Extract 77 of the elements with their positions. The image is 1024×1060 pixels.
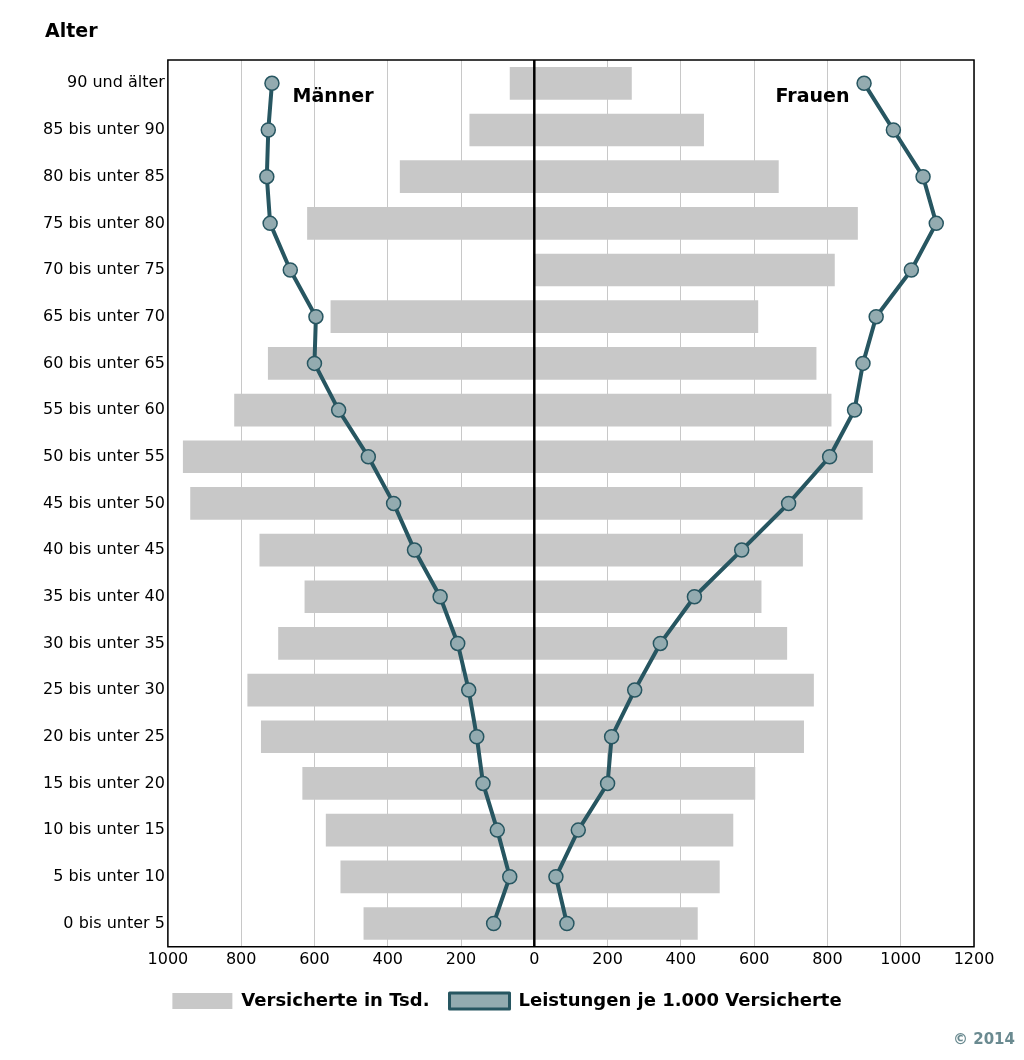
y-tick-label: 75 bis unter 80 <box>43 212 165 232</box>
y-tick-label: 45 bis unter 50 <box>43 492 165 512</box>
y-tick-label: 65 bis unter 70 <box>43 305 165 325</box>
point <box>599 775 616 792</box>
y-tick-label: 25 bis unter 30 <box>43 679 165 699</box>
point <box>559 915 575 932</box>
point <box>855 355 871 372</box>
point <box>259 168 275 185</box>
legend-label: Leistungen je 1.000 Versicherte <box>518 988 842 1010</box>
point <box>686 589 703 605</box>
text: © 2014 <box>953 1029 1015 1048</box>
y-tick-label: 35 bis unter 40 <box>43 585 165 605</box>
y-tick-label: 80 bis unter 85 <box>43 165 165 185</box>
x-tick-label: 1000 <box>147 948 189 968</box>
point <box>626 682 643 698</box>
y-tick-label: 85 bis unter 90 <box>43 119 165 139</box>
y-tick-label: 15 bis unter 20 <box>43 772 165 792</box>
bar <box>469 113 534 147</box>
point <box>603 729 620 745</box>
y-axis-title: Alter <box>45 18 99 41</box>
point <box>652 635 669 652</box>
y-tick-label: 50 bis unter 55 <box>43 445 165 465</box>
x-tick-label: 0 <box>529 948 540 968</box>
point <box>460 682 477 698</box>
y-tick-label: 30 bis unter 35 <box>43 632 165 652</box>
point <box>868 308 884 325</box>
y-tick-label: 70 bis unter 75 <box>43 259 165 279</box>
point <box>262 215 278 232</box>
legend-label: Versicherte in Tsd. <box>241 988 430 1010</box>
point <box>903 262 920 278</box>
point <box>915 168 931 185</box>
point <box>733 542 750 558</box>
x-tick-label: 200 <box>445 948 477 968</box>
point <box>856 75 872 92</box>
point <box>885 122 902 138</box>
point <box>360 448 377 465</box>
point <box>282 262 299 278</box>
point <box>489 822 506 838</box>
y-tick-label: 40 bis unter 45 <box>43 539 165 559</box>
point <box>449 635 466 652</box>
point <box>406 542 423 558</box>
point <box>485 915 502 932</box>
bar <box>509 67 534 100</box>
point <box>502 869 518 885</box>
y-tick-label: 90 und älter <box>66 72 166 92</box>
x-tick-label: 600 <box>299 948 330 968</box>
x-tick-label: 400 <box>665 948 697 968</box>
x-tick-label: 1000 <box>880 948 922 968</box>
y-tick-label: 10 bis unter 15 <box>43 819 165 839</box>
point <box>846 402 863 418</box>
y-tick-label: 60 bis unter 65 <box>43 352 165 372</box>
annotation: Frauen <box>775 83 850 106</box>
x-tick-label: 400 <box>372 948 404 968</box>
y-tick-label: 5 bis unter 10 <box>53 865 165 885</box>
point <box>264 75 280 92</box>
point <box>469 729 485 745</box>
x-tick-label: 800 <box>812 948 843 968</box>
point <box>475 775 491 792</box>
point <box>780 495 797 512</box>
point <box>260 122 277 138</box>
y-tick-label: 20 bis unter 25 <box>43 725 165 745</box>
point <box>432 589 448 605</box>
x-tick-label: 600 <box>738 948 770 968</box>
point <box>928 215 945 232</box>
point <box>308 308 324 325</box>
annotation: Männer <box>292 83 375 106</box>
point <box>306 355 323 372</box>
x-tick-label: 200 <box>592 948 623 968</box>
point <box>330 402 347 418</box>
x-tick-label: 800 <box>225 948 257 968</box>
x-tick-label: 1200 <box>953 948 995 968</box>
point <box>570 822 587 838</box>
y-tick-label: 0 bis unter 5 <box>63 912 165 932</box>
point <box>821 448 838 465</box>
y-tick-label: 55 bis unter 60 <box>43 399 165 419</box>
point <box>548 869 564 885</box>
point <box>385 495 402 512</box>
